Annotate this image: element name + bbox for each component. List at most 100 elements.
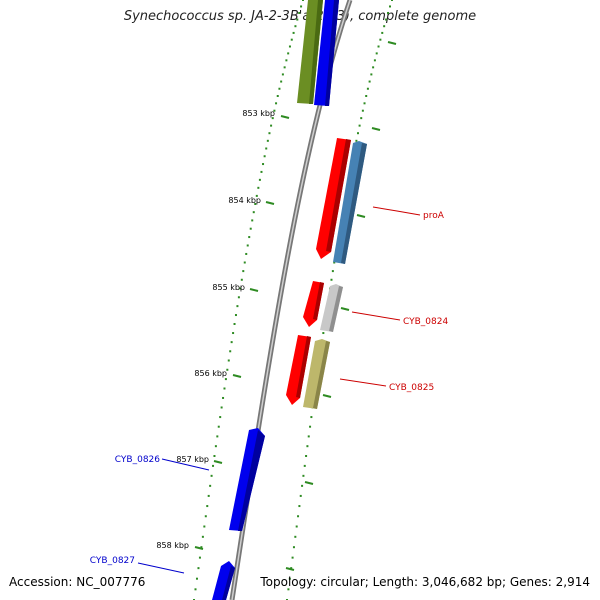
guide-dot: [306, 445, 309, 448]
tick-label-855: 855 kbp: [212, 283, 245, 292]
guide-dot: [290, 38, 293, 41]
tick-854: 854 kbp: [228, 196, 275, 205]
guide-dot: [245, 252, 248, 255]
guide-dot: [383, 25, 386, 28]
gene-grey[interactable]: [320, 284, 343, 332]
guide-dot: [358, 124, 361, 127]
guide-dot: [385, 18, 388, 21]
guide-dot: [239, 287, 242, 290]
guide-dot: [194, 588, 197, 591]
guide-dot: [219, 416, 222, 419]
guide-dot: [302, 474, 305, 477]
tick-853: 853 kbp: [242, 109, 290, 119]
guide-dot: [301, 484, 304, 487]
tick-858: 858 kbp: [156, 541, 204, 550]
guide-dot: [275, 102, 278, 105]
label-CYB_0826[interactable]: CYB_0826: [115, 455, 160, 465]
gene-olive-top[interactable]: [297, 0, 323, 104]
guide-dot: [257, 186, 260, 189]
guide-dot: [251, 219, 254, 222]
outer-ticks: [285, 41, 397, 571]
guide-dot: [207, 494, 210, 497]
gene-CYB_0825[interactable]: [286, 335, 311, 405]
guide-dot: [258, 178, 261, 181]
guide-dot: [216, 435, 219, 438]
guide-dot: [270, 124, 273, 127]
label-CYB_0825[interactable]: CYB_0825: [389, 383, 434, 393]
guide-dot: [310, 416, 313, 419]
guide-dot: [296, 18, 299, 21]
genome-summary-text: Topology: circular; Length: 3,046,682 bp…: [260, 575, 590, 589]
guide-dot: [273, 109, 276, 112]
guide-dot: [333, 261, 336, 264]
guide-dot: [212, 464, 215, 467]
guide-dot: [224, 378, 227, 381]
guide-dot: [355, 139, 358, 142]
guide-dot: [209, 484, 212, 487]
guide-dot: [303, 464, 306, 467]
guide-dot: [236, 305, 239, 308]
label-CYB_0824[interactable]: CYB_0824: [403, 317, 448, 327]
guide-dot: [248, 236, 251, 239]
gene-blue-top[interactable]: [314, 0, 339, 106]
label-proA[interactable]: proA: [423, 211, 445, 221]
inner-dotted-guide: [193, 0, 304, 600]
guide-dot: [281, 73, 284, 76]
guide-dot: [249, 227, 252, 230]
guide-dot: [220, 406, 223, 409]
guide-dot: [230, 341, 233, 344]
callout-CYB_0826: CYB_0826: [115, 455, 210, 471]
guide-dot: [298, 505, 301, 508]
guide-dot: [254, 203, 257, 205]
guide-dot: [233, 323, 236, 325]
gene-proA[interactable]: [316, 138, 351, 259]
guide-dot: [263, 155, 266, 158]
guide-dot: [291, 556, 294, 559]
guide-dot: [322, 332, 325, 335]
guide-dot: [283, 66, 286, 69]
guide-dot: [287, 52, 290, 55]
guide-dot: [203, 525, 206, 528]
tick-label-857: 857 kbp: [176, 455, 209, 464]
guide-dot: [363, 102, 366, 105]
gene-CYB_0826[interactable]: [229, 428, 265, 531]
guide-dot: [204, 515, 207, 518]
guide-dot: [266, 139, 269, 142]
guide-dot: [234, 314, 237, 317]
guide-dot: [294, 535, 297, 538]
guide-dot: [262, 163, 265, 166]
guide-dot: [379, 38, 382, 41]
guide-dot: [290, 567, 293, 570]
guide-dot: [276, 95, 279, 97]
guide-dot: [373, 59, 376, 62]
tick-label-858: 858 kbp: [156, 541, 189, 550]
gene-khaki[interactable]: [303, 339, 330, 409]
gene-steelblue[interactable]: [333, 141, 367, 264]
guide-dot: [368, 80, 371, 83]
guide-dot: [288, 45, 291, 48]
guide-dot: [232, 332, 235, 335]
guide-dot: [388, 5, 391, 8]
guide-dot: [271, 117, 274, 120]
guide-dot: [227, 359, 230, 362]
guide-dot: [237, 296, 240, 299]
gene-CYB_0824[interactable]: [303, 281, 324, 327]
guide-dot: [356, 132, 359, 135]
callout-proA: proA: [372, 206, 445, 221]
guide-dot: [365, 95, 368, 97]
guide-dot: [295, 525, 298, 528]
tick-855: 855 kbp: [212, 283, 259, 292]
label-CYB_0827[interactable]: CYB_0827: [90, 556, 135, 566]
callout-CYB_0824: CYB_0824: [351, 311, 448, 327]
guide-dot: [387, 11, 390, 14]
guide-dot: [391, 0, 393, 1]
guide-dot: [285, 59, 288, 62]
tick-label-853: 853 kbp: [242, 109, 275, 118]
guide-dot: [298, 11, 301, 14]
gene-CYB_0827[interactable]: [212, 561, 235, 600]
tick-label-856: 856 kbp: [194, 369, 227, 378]
guide-dot: [240, 278, 243, 281]
guide-dot: [309, 425, 312, 428]
tick-label-854: 854 kbp: [228, 196, 261, 205]
